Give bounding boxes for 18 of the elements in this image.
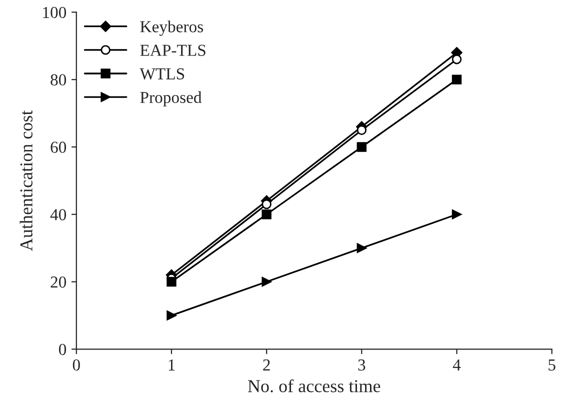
y-tick-label: 40 [50,209,66,220]
y-tick-label: 60 [50,142,66,153]
legend-label: EAP-TLS [140,44,206,56]
x-tick-label: 0 [72,359,80,371]
x-axis-title: No. of access time [248,379,380,392]
y-tick-label: 80 [50,74,66,86]
x-tick-label: 1 [168,359,175,370]
x-tick-label: 2 [263,359,270,370]
y-tick-label: 0 [58,344,66,356]
y-tick-label: 20 [50,276,66,288]
x-tick-label: 4 [452,359,461,370]
y-axis-title: Authentication cost [20,110,32,251]
legend-label: Keyberos [140,20,204,36]
legend-label: WTLS [140,68,184,80]
x-tick-label: 3 [358,359,366,371]
y-tick-label: 100 [43,6,66,18]
legend-label: Proposed [140,91,202,106]
x-tick-label: 5 [548,360,556,371]
